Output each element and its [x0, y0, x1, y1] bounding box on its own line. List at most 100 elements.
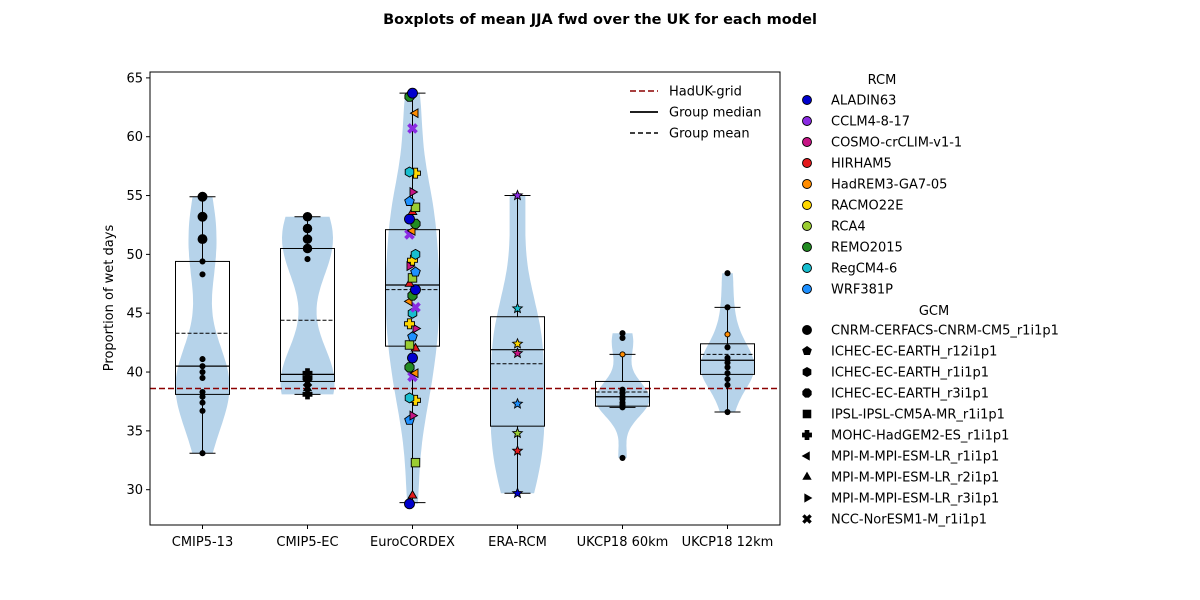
rcm-legend-label-9: WRF381P: [831, 283, 893, 298]
data-point-1-9: [302, 211, 313, 222]
gcm-legend-marker-2: [802, 366, 812, 378]
data-point-4-8: [619, 351, 626, 358]
gcm-legend-marker-9: [802, 514, 812, 524]
data-point-2-23: [410, 266, 421, 277]
iqr-box-3: [490, 316, 545, 427]
data-point-0-4: [199, 388, 206, 396]
data-point-2-2: [410, 457, 421, 468]
y-tick-label-2: 40: [126, 366, 143, 381]
data-point-5-0: [724, 408, 731, 416]
rcm-legend-marker-8: [802, 263, 812, 273]
data-point-2-26: [410, 248, 421, 260]
data-point-0-10: [199, 258, 206, 265]
data-point-2-9: [404, 362, 415, 373]
data-point-5-9: [724, 304, 731, 311]
gcm-legend-label-4: IPSL-IPSL-CM5A-MR_r1i1p1: [831, 408, 1005, 423]
gcm-legend-label-1: ICHEC-EC-EARTH_r12i1p1: [831, 345, 997, 360]
data-point-2-8: [409, 368, 419, 379]
data-point-2-37: [407, 123, 418, 134]
gcm-legend-marker-8: [804, 493, 813, 503]
rcm-legend-marker-7: [802, 242, 812, 252]
chart-title: Boxplots of mean JJA fwd over the UK for…: [383, 12, 817, 28]
gcm-legend-title: GCM: [919, 304, 949, 319]
data-point-4-0: [619, 454, 626, 461]
rcm-legend-marker-6: [802, 221, 812, 231]
gcm-legend-marker-7: [802, 471, 812, 480]
data-point-1-6: [302, 243, 313, 254]
gcm-legend-label-9: NCC-NorESM1-M_r1i1p1: [831, 513, 987, 528]
x-tick-label-0: CMIP5-13: [172, 535, 233, 550]
rcm-legend-marker-4: [802, 179, 812, 189]
data-point-2-17: [410, 301, 421, 313]
x-tick-label-1: CMIP5-EC: [276, 535, 338, 550]
data-point-0-6: [199, 368, 206, 376]
data-point-5-2: [724, 376, 731, 383]
rcm-legend-marker-2: [802, 137, 812, 147]
data-point-3-2: [511, 427, 524, 439]
y-tick-label-1: 35: [126, 424, 143, 439]
data-point-2-6: [404, 392, 415, 404]
data-point-2-38: [409, 108, 419, 119]
data-point-2-12: [404, 340, 415, 350]
data-point-3-3: [511, 397, 524, 409]
rcm-legend-marker-3: [802, 158, 812, 168]
data-point-2-33: [404, 195, 415, 206]
legend-line-label-2: Group mean: [669, 127, 750, 142]
line-legend: HadUK-grid Group median Group mean: [630, 85, 761, 142]
rcm-legend-label-7: REMO2015: [831, 241, 903, 256]
rcm-legend-marker-0: [802, 95, 812, 105]
data-point-0-5: [199, 374, 206, 381]
violin-1: [280, 216, 335, 395]
data-point-2-40: [407, 87, 418, 99]
box-5: [700, 270, 755, 416]
x-tick-label-5: UKCP18 12km: [682, 535, 774, 550]
gcm-legend-label-3: ICHEC-EC-EARTH_r3i1p1: [831, 387, 989, 402]
data-point-0-1: [199, 407, 206, 414]
data-point-2-13: [407, 331, 418, 342]
axes-frame: [149, 71, 781, 526]
data-point-1-4: [302, 368, 313, 379]
gcm-legend-marker-3: [802, 388, 812, 398]
marker-legend: RCM ALADIN63 CCLM4-8-17 COSMO-crCLIM-v1-1 HI…: [801, 73, 1059, 528]
data-point-5-1: [724, 381, 731, 389]
rcm-legend-title: RCM: [868, 73, 897, 88]
data-point-3-7: [511, 189, 524, 201]
rcm-legend-label-2: COSMO-crCLIM-v1-1: [831, 136, 962, 151]
rcm-legend-marker-9: [802, 284, 812, 294]
data-point-1-7: [302, 234, 313, 244]
gcm-legend-label-6: MPI-M-MPI-ESM-LR_r1i1p1: [831, 450, 999, 465]
gcm-legend-label-7: MPI-M-MPI-ESM-LR_r2i1p1: [831, 471, 999, 486]
data-point-2-14: [412, 323, 422, 334]
y-tick-label-0: 30: [126, 483, 143, 498]
data-point-0-13: [197, 191, 208, 202]
gcm-legend-marker-5: [802, 430, 812, 440]
y-tick-label-5: 55: [126, 189, 143, 204]
box-4: [595, 330, 650, 461]
data-point-5-8: [724, 331, 731, 338]
gcm-legend-marker-6: [801, 451, 810, 461]
data-point-0-9: [199, 271, 206, 278]
box-0: [175, 191, 230, 457]
data-point-3-5: [511, 337, 524, 349]
y-tick-label-6: 60: [126, 130, 143, 145]
data-point-2-17-b: [410, 301, 421, 313]
data-point-1-8: [302, 223, 313, 234]
box-2: [385, 87, 440, 510]
gcm-legend-marker-9-b: [802, 514, 812, 524]
y-tick-label-4: 50: [126, 248, 143, 263]
data-point-2-0: [404, 498, 415, 510]
data-point-2-36: [404, 166, 415, 178]
data-point-3-6: [511, 302, 524, 314]
y-tick-label-7: 65: [126, 71, 143, 86]
rcm-legend-label-6: RCA4: [831, 220, 866, 235]
gcm-legend-marker-1: [802, 345, 812, 356]
data-point-2-37-b: [407, 123, 418, 134]
gcm-legend-label-5: MOHC-HadGEM2-ES_r1i1p1: [831, 429, 1009, 444]
data-point-2-20: [410, 284, 421, 296]
rcm-legend-label-3: HIRHAM5: [831, 157, 892, 172]
data-point-2-10: [407, 352, 418, 364]
box-1: [280, 211, 335, 400]
x-tick-label-3: ERA-RCM: [488, 535, 547, 550]
data-point-2-32: [410, 202, 421, 213]
data-point-4-7: [619, 386, 626, 393]
